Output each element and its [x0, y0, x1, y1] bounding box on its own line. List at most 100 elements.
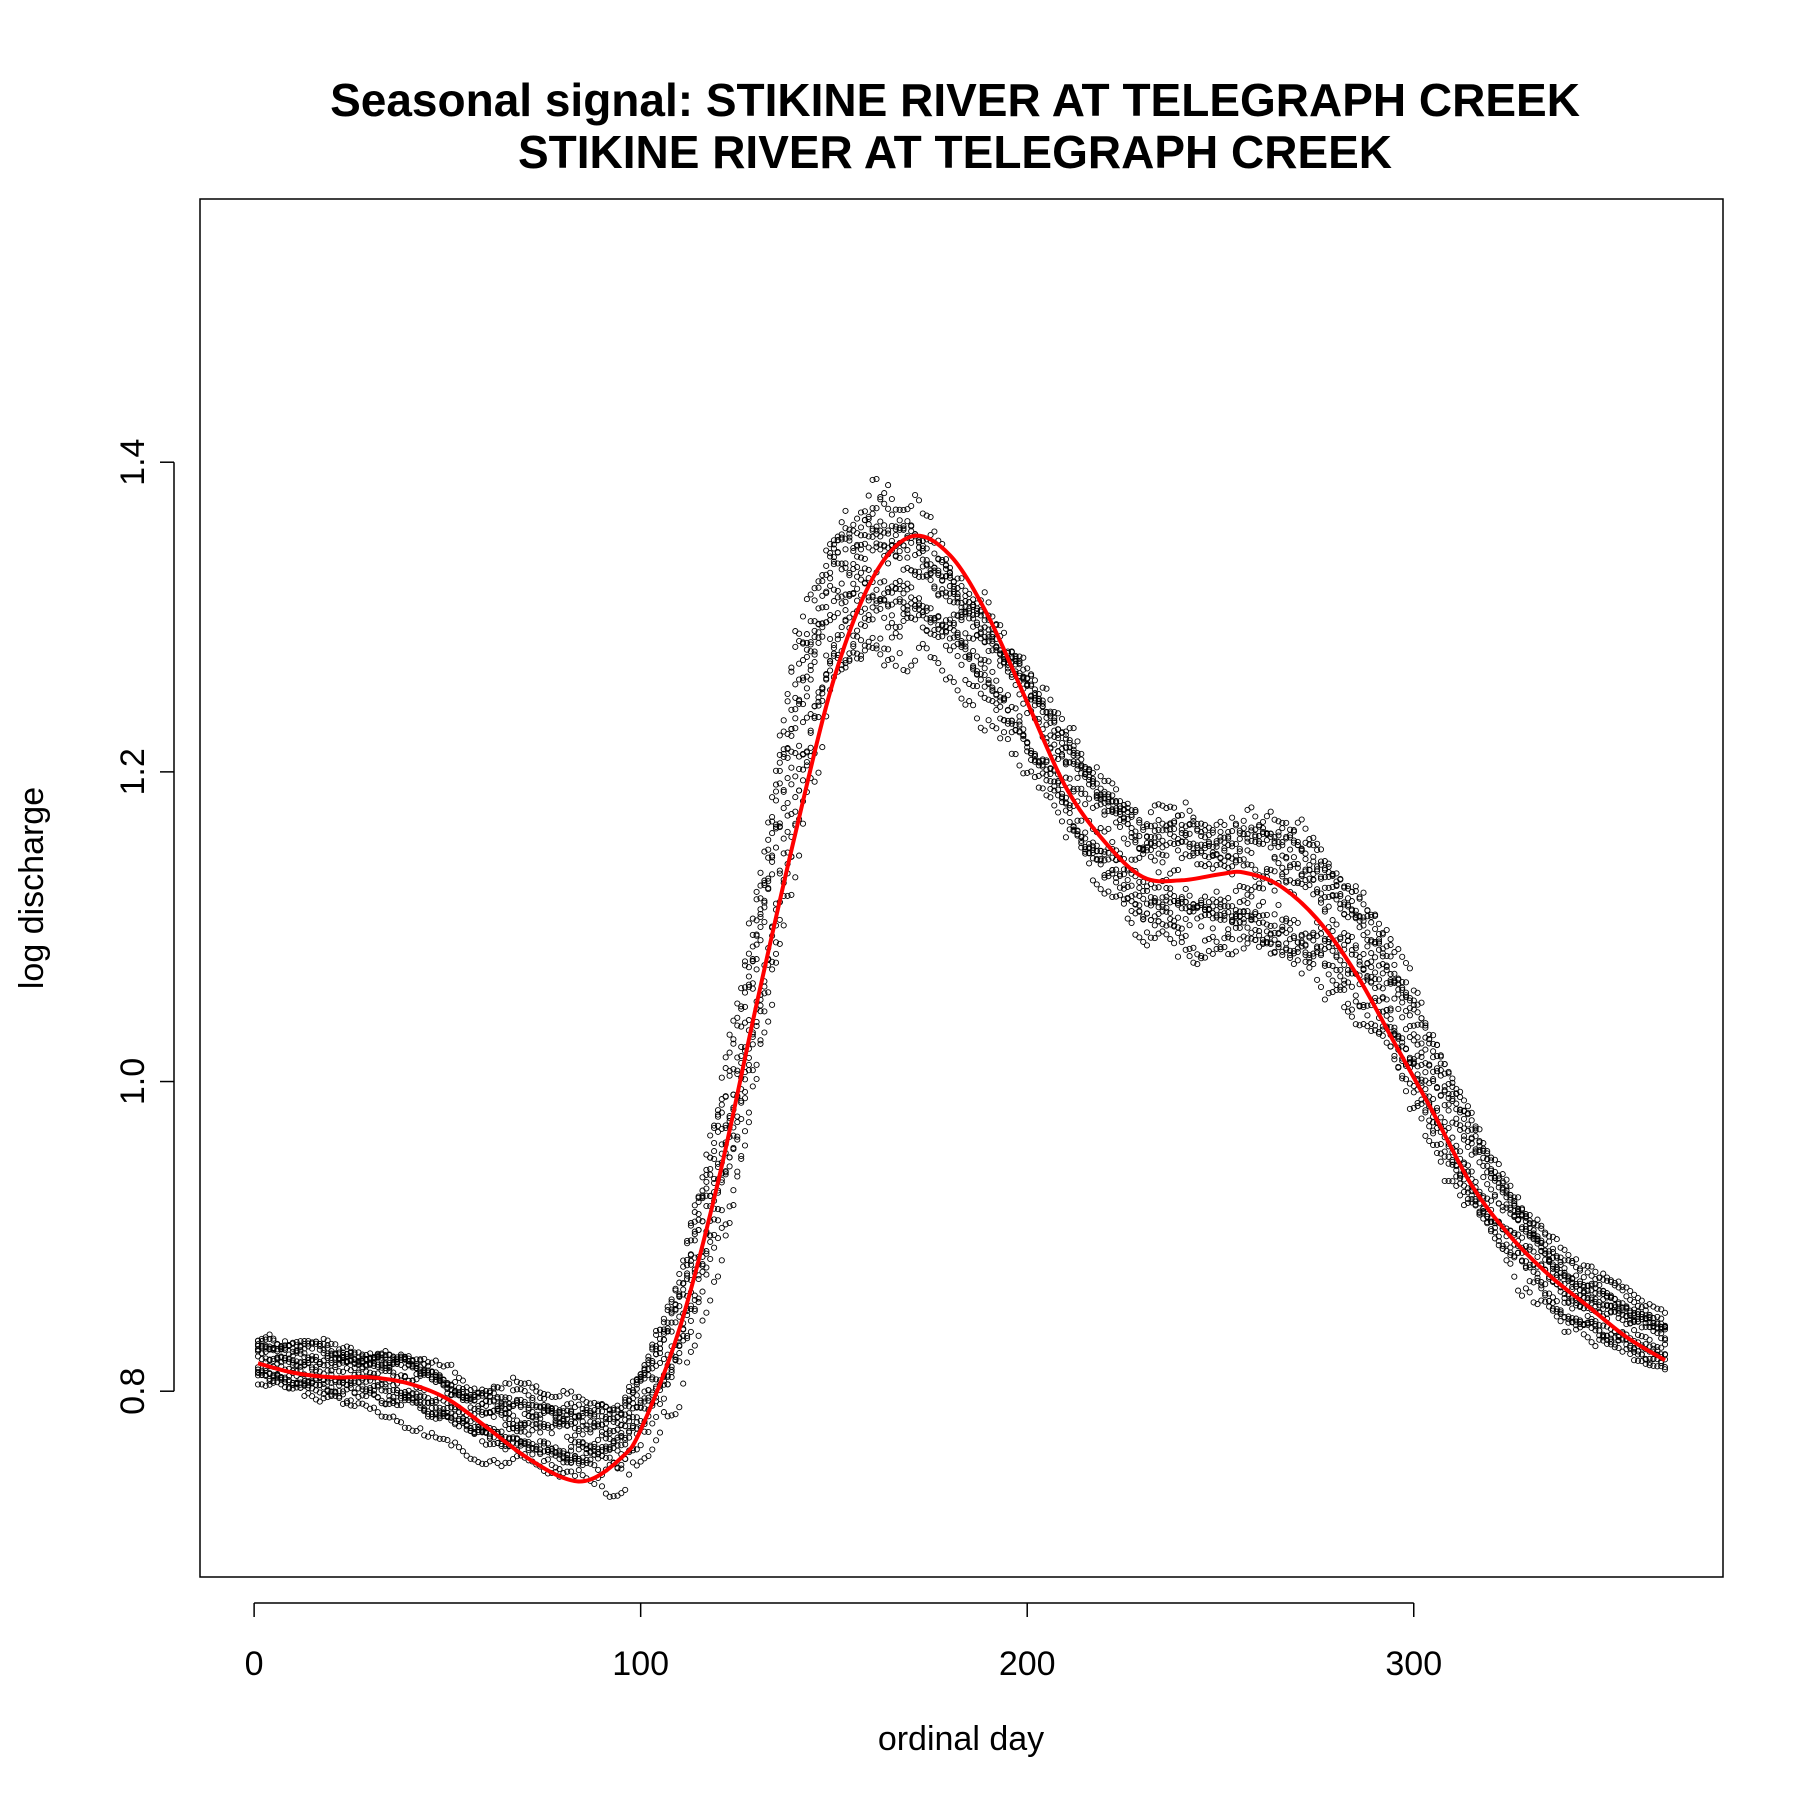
data-point: [262, 1342, 269, 1349]
data-point: [1225, 951, 1232, 958]
data-point: [753, 1022, 760, 1030]
data-point: [1028, 671, 1035, 678]
data-point: [595, 1451, 602, 1458]
data-point: [568, 1468, 575, 1475]
data-point: [1333, 882, 1340, 889]
data-point: [390, 1369, 397, 1376]
data-point: [606, 1410, 613, 1417]
data-point: [614, 1434, 621, 1441]
data-point: [579, 1439, 586, 1446]
data-point: [1275, 829, 1282, 836]
data-point: [1279, 842, 1286, 849]
data-point: [1337, 973, 1344, 980]
data-point: [792, 725, 799, 732]
data-point: [425, 1410, 432, 1418]
data-point: [1410, 1006, 1417, 1013]
data-point: [830, 598, 837, 605]
data-point: [1236, 848, 1243, 855]
data-point: [425, 1399, 432, 1406]
data-point: [1453, 1182, 1460, 1189]
data-point: [1116, 871, 1124, 878]
data-point: [1201, 834, 1209, 841]
data-point: [1321, 865, 1328, 872]
data-point: [401, 1397, 408, 1404]
data-point: [641, 1455, 648, 1462]
data-point: [1221, 847, 1228, 854]
data-point: [1306, 867, 1313, 874]
data-point: [1097, 825, 1104, 832]
data-point: [529, 1451, 536, 1458]
data-point: [1341, 986, 1348, 993]
data-point: [591, 1399, 598, 1406]
data-point: [1600, 1276, 1607, 1283]
data-point: [946, 570, 953, 577]
data-point: [1364, 1023, 1371, 1030]
data-point: [1352, 915, 1359, 922]
data-point: [482, 1397, 490, 1404]
data-point: [699, 1317, 706, 1324]
data-point: [927, 569, 934, 577]
data-point: [1140, 913, 1147, 920]
data-point: [1279, 864, 1286, 871]
data-point: [544, 1422, 551, 1429]
data-point: [966, 590, 973, 597]
data-point: [1646, 1359, 1653, 1366]
data-point: [1182, 799, 1189, 806]
data-point: [1074, 765, 1081, 773]
data-point: [942, 593, 950, 600]
data-point: [1623, 1293, 1630, 1300]
data-point: [1271, 833, 1278, 841]
data-point: [691, 1209, 698, 1216]
data-point: [1012, 751, 1019, 758]
data-point: [568, 1421, 575, 1428]
data-point: [517, 1403, 524, 1411]
data-point: [1159, 851, 1166, 858]
data-point: [1209, 915, 1216, 922]
data-point: [1012, 727, 1019, 734]
data-point: [1503, 1183, 1510, 1190]
data-point: [1140, 826, 1147, 834]
data-point: [904, 580, 911, 587]
data-point: [1426, 1137, 1433, 1145]
data-point: [912, 571, 919, 578]
data-point: [1209, 826, 1216, 834]
data-point: [1634, 1348, 1642, 1355]
data-point: [1267, 844, 1274, 851]
data-point: [807, 639, 814, 646]
data-point: [900, 666, 907, 674]
data-point: [328, 1379, 335, 1386]
data-point: [869, 604, 876, 611]
data-point: [672, 1319, 679, 1326]
data-point: [1468, 1109, 1475, 1116]
data-point: [776, 916, 783, 923]
data-point: [958, 604, 965, 611]
data-point: [776, 820, 783, 827]
data-point: [1016, 670, 1023, 677]
data-point: [923, 512, 930, 519]
data-point: [1321, 962, 1328, 969]
data-point: [857, 637, 865, 644]
data-point: [641, 1365, 648, 1372]
data-point: [1488, 1166, 1495, 1173]
data-point: [881, 522, 888, 529]
data-point: [1178, 939, 1185, 946]
data-point: [1298, 970, 1305, 977]
data-point: [854, 585, 861, 592]
data-point: [432, 1369, 439, 1376]
data-point: [714, 1113, 722, 1120]
data-point: [780, 753, 787, 761]
data-point: [1159, 859, 1166, 866]
data-point: [1364, 913, 1371, 920]
data-point: [564, 1401, 571, 1408]
data-point: [614, 1442, 621, 1449]
data-point: [1217, 855, 1224, 862]
data-point: [1174, 836, 1182, 843]
data-point: [1603, 1277, 1611, 1284]
data-point: [1526, 1211, 1533, 1219]
data-point: [1128, 907, 1135, 915]
data-point: [923, 573, 930, 580]
data-point: [316, 1359, 323, 1366]
data-point: [1198, 841, 1205, 848]
data-point: [339, 1368, 347, 1375]
data-point: [1109, 780, 1116, 787]
